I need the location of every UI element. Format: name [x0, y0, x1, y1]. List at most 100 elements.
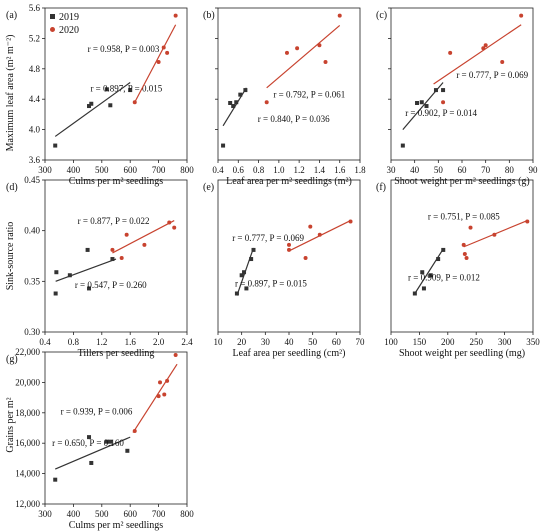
x-tick-label: 2.4	[181, 337, 193, 347]
data-point	[104, 87, 109, 92]
data-point	[108, 103, 113, 108]
data-point	[264, 100, 269, 105]
data-point	[89, 460, 94, 465]
data-point	[337, 13, 342, 18]
data-point	[173, 13, 178, 18]
x-tick-label: 300	[498, 337, 512, 347]
x-tick-label: 500	[95, 509, 109, 519]
series-2019	[53, 81, 133, 148]
legend-label-2020: 2020	[59, 25, 79, 36]
data-point	[104, 439, 109, 444]
x-tick-label: 30	[261, 337, 271, 347]
data-point	[519, 13, 524, 18]
data-point	[125, 448, 130, 453]
series-2020	[132, 13, 178, 105]
data-point	[108, 439, 113, 444]
x-axis-label: Leaf area per m² seedlings (m²)	[226, 176, 352, 187]
data-point	[87, 286, 92, 291]
x-tick-label: 50	[434, 165, 444, 175]
plot-frame	[217, 7, 361, 161]
data-point	[400, 143, 405, 148]
row-ylabel-1: Maximum leaf area (m² m⁻²)	[5, 35, 16, 152]
legend-marker-2020	[50, 27, 55, 32]
data-point	[317, 43, 322, 48]
x-tick-label: 70	[481, 165, 491, 175]
y-tick-label: 18,000	[15, 408, 40, 418]
panel-d: (d) 0.4 0.8 1.2 1.6 2.0 2.4 0.30 0.35 0.40 0.45 Til…	[6, 175, 193, 359]
stat-label: r = 0.902, P = 0.014	[405, 108, 477, 118]
data-point	[419, 100, 424, 105]
panel-a: (a) 300 400 500 600 700 800 3.6 4.0 4.4 4.8 5.2 5.6 C…	[6, 3, 194, 187]
x-tick-label: 350	[526, 337, 540, 347]
x-tick-label: 60	[332, 337, 342, 347]
data-point	[251, 247, 256, 252]
data-point	[433, 88, 438, 93]
stat-label: r = 0.958, P = 0.003	[88, 44, 160, 54]
y-tick-label: 0.40	[24, 226, 40, 236]
data-point	[415, 101, 420, 105]
series-2019	[53, 247, 117, 296]
data-point	[295, 46, 300, 51]
stat-label: r = 0.840, P = 0.036	[258, 114, 330, 124]
plot-frame	[44, 351, 188, 505]
x-tick-label: 1.0	[273, 165, 285, 175]
panel-letter: (b)	[203, 10, 215, 21]
row-ylabel-2: Sink-source ratio	[5, 222, 16, 291]
plot-frame	[44, 7, 188, 161]
data-point	[221, 143, 226, 148]
y-tick-label: 14,000	[15, 469, 40, 479]
data-point	[87, 435, 92, 440]
fit-line	[55, 258, 117, 282]
x-tick-label: 250	[469, 337, 483, 347]
panel-letter: (e)	[203, 182, 214, 193]
legend-marker-2019	[50, 14, 55, 19]
data-point	[54, 270, 59, 275]
x-tick-label: 90	[529, 165, 539, 175]
x-tick-label: 300	[38, 165, 52, 175]
series-2020	[433, 13, 524, 105]
y-tick-label: 0.35	[24, 276, 40, 286]
stat-label: r = 0.650, P = 0.160	[52, 438, 124, 448]
stat-label: r = 0.777, P = 0.069	[232, 233, 304, 243]
y-tick-label: 4.0	[29, 125, 41, 135]
data-point	[110, 247, 115, 252]
x-tick-label: 800	[180, 165, 194, 175]
x-axis-label: Shoot weight per m² seedlings (g)	[394, 176, 529, 187]
y-tick-label: 5.6	[29, 3, 41, 13]
fit-line	[112, 220, 175, 254]
y-tick-label: 22,000	[15, 347, 40, 357]
fit-line	[54, 81, 131, 137]
data-point	[132, 100, 137, 105]
data-point	[428, 273, 433, 278]
stat-label: r = 0.897, P = 0.015	[235, 278, 307, 288]
x-tick-label: 30	[387, 165, 397, 175]
panel-letter: (d)	[6, 182, 18, 193]
legend: 2019 2020	[50, 12, 79, 36]
series-2019	[53, 435, 131, 482]
data-point	[132, 429, 137, 434]
y-tick-label: 20,000	[15, 377, 40, 387]
x-tick-label: 800	[180, 509, 194, 519]
data-point	[158, 380, 163, 385]
x-tick-label: 40	[410, 165, 420, 175]
stat-label: r = 0.877, P = 0.022	[78, 216, 150, 226]
x-tick-label: 0.8	[253, 165, 265, 175]
data-point	[441, 100, 446, 105]
fit-line	[132, 363, 178, 433]
x-tick-label: 400	[67, 165, 81, 175]
data-point	[303, 256, 308, 261]
fit-line	[54, 436, 131, 470]
panel-letter: (c)	[376, 10, 387, 21]
data-point	[461, 242, 466, 247]
y-tick-label: 0.30	[24, 327, 40, 337]
x-tick-label: 60	[458, 165, 468, 175]
data-point	[238, 92, 243, 97]
data-point	[412, 291, 417, 296]
data-point	[162, 392, 167, 397]
x-tick-label: 700	[152, 509, 166, 519]
x-tick-label: 600	[123, 165, 137, 175]
data-point	[483, 43, 488, 48]
fit-line	[266, 25, 341, 89]
